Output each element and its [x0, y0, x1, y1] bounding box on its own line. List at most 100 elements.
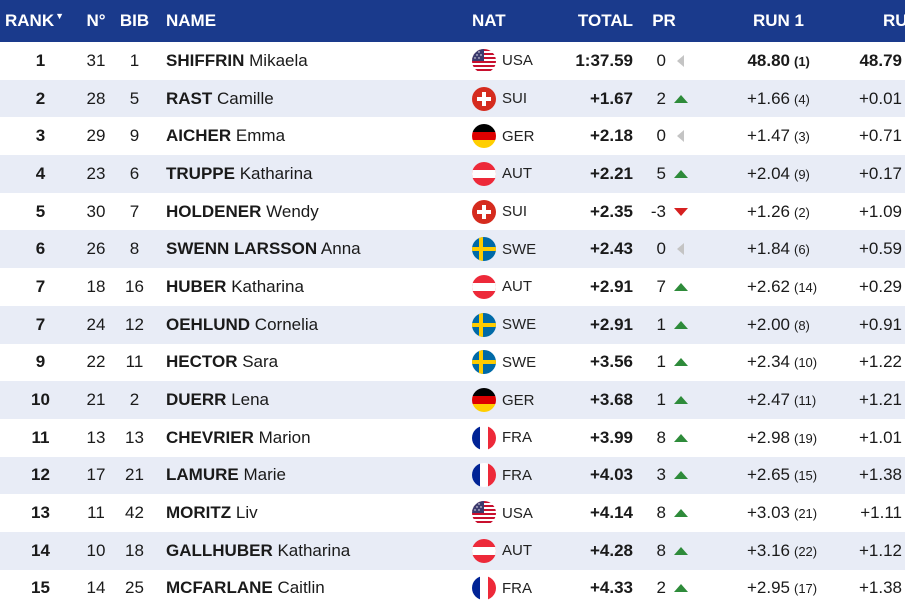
- no-cell: 31: [86, 50, 106, 70]
- athlete-last-name: MCFARLANE: [166, 578, 273, 598]
- position-change-cell: 8: [633, 419, 695, 457]
- pr-column-header[interactable]: PR: [652, 11, 676, 30]
- position-change-value: 0: [656, 239, 666, 259]
- athlete-name-cell[interactable]: SHIFFRIN Mikaela: [158, 42, 472, 80]
- no-cell: 17: [86, 465, 106, 485]
- run2-time: +0.71: [858, 126, 902, 146]
- rank-cell: 9: [35, 352, 46, 372]
- table-row[interactable]: 7 24 12 OEHLUND Cornelia SWE +2.91 1 +2.…: [0, 305, 905, 344]
- nation-cell: USA: [472, 494, 563, 532]
- nation-code: FRA: [502, 579, 532, 597]
- position-change-value: 0: [656, 50, 666, 70]
- table-row[interactable]: 11 13 13 CHEVRIER Marion FRA +3.99 8 +2.…: [0, 418, 905, 457]
- run1-time: +2.34: [746, 352, 790, 372]
- flag-icon: [472, 388, 496, 413]
- rank-cell: 14: [31, 540, 50, 560]
- rank-cell: 7: [35, 314, 46, 334]
- run2-time: +1.12: [858, 540, 902, 560]
- athlete-name-cell[interactable]: TRUPPE Katharina: [158, 155, 472, 193]
- total-column-header[interactable]: TOTAL: [577, 11, 633, 30]
- run2-cell: +0.01(2): [820, 80, 905, 118]
- run2-cell: +1.09(10): [820, 193, 905, 231]
- nation-cell: SUI: [472, 193, 563, 231]
- athlete-first-name: Wendy: [266, 201, 319, 221]
- position-change-value: 8: [656, 503, 666, 523]
- trend-neutral-icon: [673, 54, 689, 67]
- athlete-name-cell[interactable]: OEHLUND Cornelia: [158, 306, 472, 344]
- athlete-name-cell[interactable]: GALLHUBER Katharina: [158, 532, 472, 570]
- table-row[interactable]: 15 14 25 MCFARLANE Caitlin FRA +4.33 2 +…: [0, 569, 905, 608]
- athlete-name-cell[interactable]: HOLDENER Wendy: [158, 193, 472, 231]
- total-cell: +3.99: [589, 427, 633, 447]
- table-row[interactable]: 10 21 2 DUERR Lena GER +3.68 1 +2.47 (11)…: [0, 381, 905, 419]
- run1-rank: (22): [794, 543, 818, 559]
- athlete-name-cell[interactable]: AICHER Emma: [158, 117, 472, 155]
- athlete-name-cell[interactable]: MCFARLANE Caitlin: [158, 570, 472, 608]
- table-header: RANK▼ N° BIB NAME NAT TOTAL PR RUN 1 RUN…: [0, 0, 905, 42]
- position-change-cell: 0: [633, 42, 695, 80]
- no-cell: 11: [87, 503, 105, 523]
- total-cell: +4.03: [589, 465, 633, 485]
- athlete-first-name: Katharina: [231, 276, 304, 296]
- athlete-name-cell[interactable]: RAST Camille: [158, 80, 472, 118]
- run1-cell: +2.47 (11): [695, 381, 820, 419]
- run1-time: +1.26: [746, 201, 790, 221]
- athlete-name-cell[interactable]: DUERR Lena: [158, 381, 472, 419]
- flag-icon: [472, 86, 496, 111]
- table-row[interactable]: 6 26 8 SWENN LARSSON Anna SWE +2.43 0 +1…: [0, 230, 905, 269]
- trend-up-icon: [673, 356, 689, 368]
- run2-cell: +1.38(17): [820, 570, 905, 608]
- table-row[interactable]: 13 11 42 MORITZ Liv USA +4.14 8 +3.03 (21…: [0, 494, 905, 532]
- athlete-last-name: CHEVRIER: [166, 427, 254, 447]
- bib-column-header[interactable]: BIB: [119, 11, 150, 30]
- athlete-name-cell[interactable]: SWENN LARSSON Anna: [158, 230, 472, 268]
- table-row[interactable]: 9 22 11 HECTOR Sara SWE +3.56 1 +2.34 (10…: [0, 343, 905, 382]
- run2-cell: +1.11(11): [820, 494, 905, 532]
- athlete-last-name: LAMURE: [166, 465, 239, 485]
- total-cell: +3.68: [589, 390, 633, 410]
- bib-cell: 11: [125, 352, 144, 372]
- table-row[interactable]: 3 29 9 AICHER Emma GER +2.18 0 +1.47 (3) …: [0, 117, 905, 156]
- table-row[interactable]: 1 31 1 SHIFFRIN Mikaela USA 1:37.59 0 48…: [0, 42, 905, 80]
- table-row[interactable]: 12 17 21 LAMURE Marie FRA +4.03 3 +2.65(…: [0, 456, 905, 495]
- run1-rank: (2): [794, 204, 810, 220]
- no-cell: 13: [86, 427, 106, 447]
- rank-cell: 7: [35, 276, 46, 296]
- trend-up-icon: [673, 394, 689, 406]
- athlete-name-cell[interactable]: HUBER Katharina: [158, 268, 472, 306]
- run2-cell: +0.29(4): [820, 268, 905, 306]
- athlete-name-cell[interactable]: HECTOR Sara: [158, 344, 472, 382]
- athlete-name-cell[interactable]: CHEVRIER Marion: [158, 419, 472, 457]
- table-row[interactable]: 14 10 18 GALLHUBER Katharina AUT +4.28 8…: [0, 531, 905, 570]
- flag-icon: [472, 350, 496, 375]
- position-change-value: 3: [656, 465, 666, 485]
- nat-column-header[interactable]: NAT: [472, 11, 506, 30]
- run2-cell: +1.21(13): [820, 381, 905, 419]
- run1-cell: 48.80 (1): [695, 42, 820, 80]
- position-change-cell: 8: [633, 494, 695, 532]
- bib-cell: 12: [125, 314, 144, 334]
- rank-cell: 3: [35, 126, 46, 146]
- table-row[interactable]: 4 23 6 TRUPPE Katharina AUT +2.21 5 +2.0…: [0, 155, 905, 193]
- nation-cell: AUT: [472, 268, 563, 306]
- table-row[interactable]: 7 18 16 HUBER Katharina AUT +2.91 7 +2.6…: [0, 268, 905, 306]
- run2-column-header[interactable]: RUN 2: [882, 11, 905, 30]
- total-cell: +1.67: [589, 88, 633, 108]
- bib-cell: 1: [129, 50, 140, 70]
- position-change-cell: 2: [633, 570, 695, 608]
- bib-cell: 2: [129, 390, 140, 410]
- nation-cell: USA: [472, 42, 563, 80]
- nation-code: FRA: [502, 466, 532, 484]
- table-row[interactable]: 5 30 7 HOLDENER Wendy SUI +2.35 -3 +1.26…: [0, 192, 905, 231]
- trend-up-icon: [673, 545, 689, 557]
- name-column-header[interactable]: NAME: [166, 11, 217, 30]
- athlete-name-cell[interactable]: MORITZ Liv: [158, 494, 472, 532]
- rank-cell: 15: [31, 578, 50, 598]
- run1-column-header[interactable]: RUN 1: [752, 11, 804, 30]
- no-column-header[interactable]: N°: [86, 11, 106, 30]
- table-row[interactable]: 2 28 5 RAST Camille SUI +1.67 2 +1.66 (4)…: [0, 79, 905, 118]
- rank-column-header[interactable]: RANK▼: [0, 0, 81, 42]
- run1-rank: (8): [794, 317, 810, 333]
- athlete-name-cell[interactable]: LAMURE Marie: [158, 457, 472, 495]
- position-change-value: 1: [656, 390, 666, 410]
